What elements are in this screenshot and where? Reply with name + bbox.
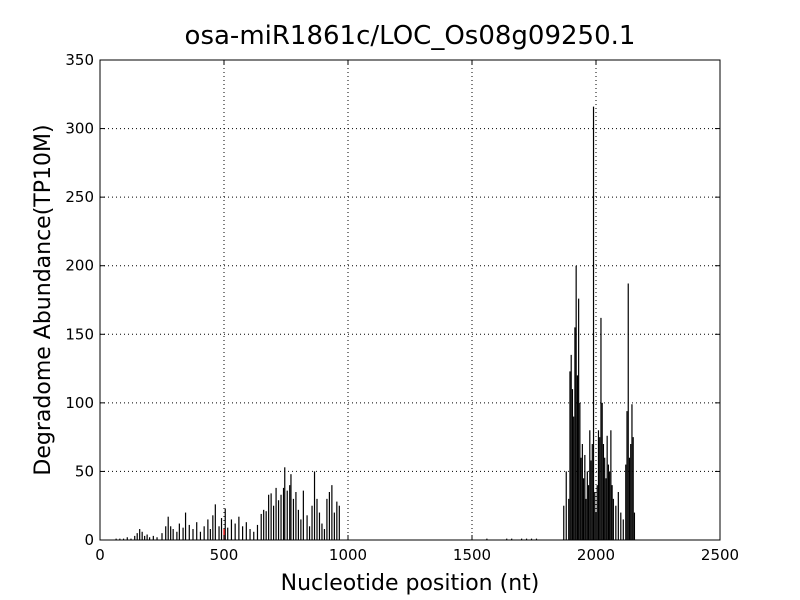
y-tick-label: 350 bbox=[65, 51, 94, 69]
x-axis-label: Nucleotide position (nt) bbox=[281, 571, 540, 596]
y-tick-label: 100 bbox=[65, 394, 94, 412]
plot-frame bbox=[99, 59, 721, 541]
y-tick-label: 300 bbox=[65, 120, 94, 138]
x-tick-label: 1500 bbox=[453, 546, 491, 564]
x-tick-label: 2000 bbox=[577, 546, 615, 564]
x-tick-label: 1000 bbox=[329, 546, 367, 564]
y-tick-label: 250 bbox=[65, 188, 94, 206]
y-tick-label: 150 bbox=[65, 325, 94, 343]
chart-title: osa-miR1861c/LOC_Os08g09250.1 bbox=[185, 21, 636, 51]
y-tick-label: 0 bbox=[84, 531, 94, 549]
y-tick-label: 200 bbox=[65, 257, 94, 275]
x-tick-label: 0 bbox=[95, 546, 105, 564]
plot-area bbox=[100, 60, 720, 540]
x-tick-label: 500 bbox=[210, 546, 239, 564]
y-axis-label: Degradome Abundance(TP10M) bbox=[31, 124, 56, 475]
y-tick-label: 50 bbox=[75, 462, 94, 480]
x-tick-label: 2500 bbox=[701, 546, 739, 564]
